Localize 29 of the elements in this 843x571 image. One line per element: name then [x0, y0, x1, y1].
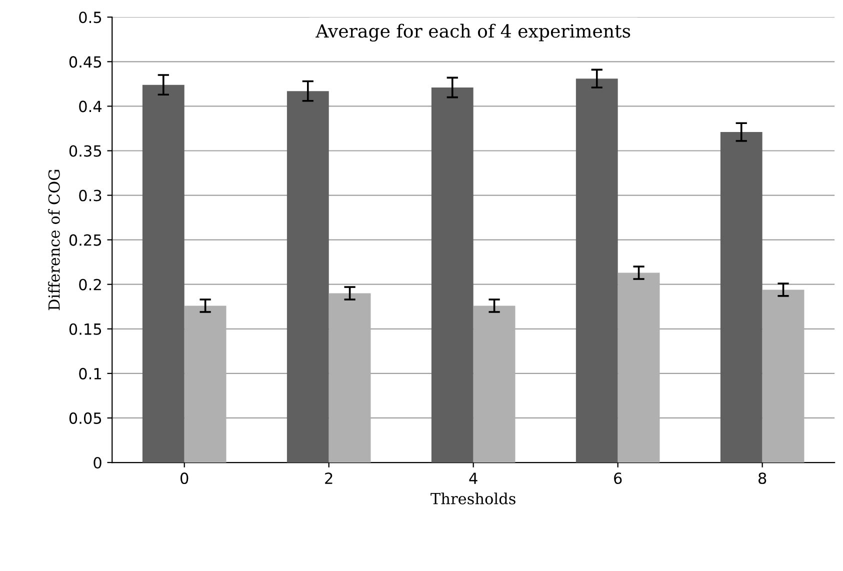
y-tick-label: 0.2	[79, 278, 101, 290]
bar	[286, 91, 329, 463]
bar	[762, 290, 804, 463]
bar	[142, 84, 184, 463]
y-tick-label: 0.25	[69, 234, 102, 246]
bar	[720, 132, 762, 463]
chart-title: Average for each of 4 experiments	[316, 24, 630, 42]
y-tick-label: 0.3	[79, 190, 102, 202]
x-tick-label: 6	[614, 472, 622, 484]
bar	[184, 306, 226, 463]
y-axis-title: Difference of COG	[48, 170, 60, 310]
y-tick-label: 0.1	[79, 368, 101, 380]
y-tick-label: 0.5	[79, 12, 102, 24]
y-tick-label: 0.35	[69, 145, 102, 157]
bar	[431, 88, 474, 463]
bar	[328, 293, 371, 463]
y-tick-label: 0	[94, 456, 102, 469]
y-tick-label: 0.45	[69, 56, 102, 68]
y-tick-label: 0.15	[69, 323, 102, 335]
x-tick-label: 4	[469, 472, 478, 484]
y-tick-label: 0.4	[79, 100, 102, 112]
bar	[473, 306, 516, 463]
x-tick-label: 2	[325, 472, 332, 484]
x-axis-title: Thresholds	[430, 492, 516, 504]
x-tick-label: 8	[758, 472, 766, 484]
bar	[576, 78, 618, 463]
x-tick-label: 0	[180, 472, 188, 484]
y-tick-label: 0.05	[69, 412, 102, 424]
bar	[618, 272, 660, 463]
